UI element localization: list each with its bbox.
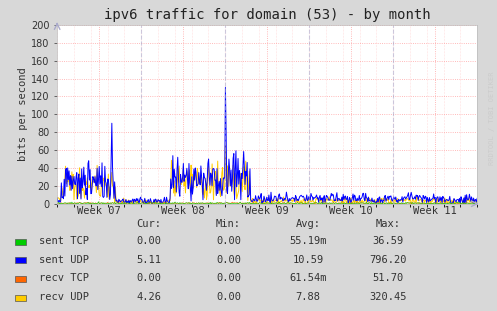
Y-axis label: bits per second: bits per second [18, 67, 28, 161]
Text: Min:: Min: [216, 219, 241, 229]
Text: 796.20: 796.20 [369, 255, 407, 265]
Text: RRDTOOL / TOBI OETIKER: RRDTOOL / TOBI OETIKER [489, 72, 495, 165]
Text: 0.00: 0.00 [216, 236, 241, 246]
Text: 7.88: 7.88 [296, 292, 321, 302]
Text: 320.45: 320.45 [369, 292, 407, 302]
Text: recv UDP: recv UDP [39, 292, 89, 302]
Text: 0.00: 0.00 [216, 273, 241, 283]
Text: 0.00: 0.00 [216, 255, 241, 265]
Title: ipv6 traffic for domain (53) - by month: ipv6 traffic for domain (53) - by month [104, 8, 430, 22]
Text: 4.26: 4.26 [137, 292, 162, 302]
Text: 0.00: 0.00 [137, 236, 162, 246]
Text: sent TCP: sent TCP [39, 236, 89, 246]
Text: 61.54m: 61.54m [289, 273, 327, 283]
Text: Avg:: Avg: [296, 219, 321, 229]
Text: 51.70: 51.70 [372, 273, 403, 283]
Text: 55.19m: 55.19m [289, 236, 327, 246]
Text: recv TCP: recv TCP [39, 273, 89, 283]
Text: 36.59: 36.59 [372, 236, 403, 246]
Text: 0.00: 0.00 [216, 292, 241, 302]
Text: 10.59: 10.59 [293, 255, 324, 265]
Text: 5.11: 5.11 [137, 255, 162, 265]
Text: sent UDP: sent UDP [39, 255, 89, 265]
Text: 0.00: 0.00 [137, 273, 162, 283]
Text: Max:: Max: [375, 219, 400, 229]
Text: Cur:: Cur: [137, 219, 162, 229]
